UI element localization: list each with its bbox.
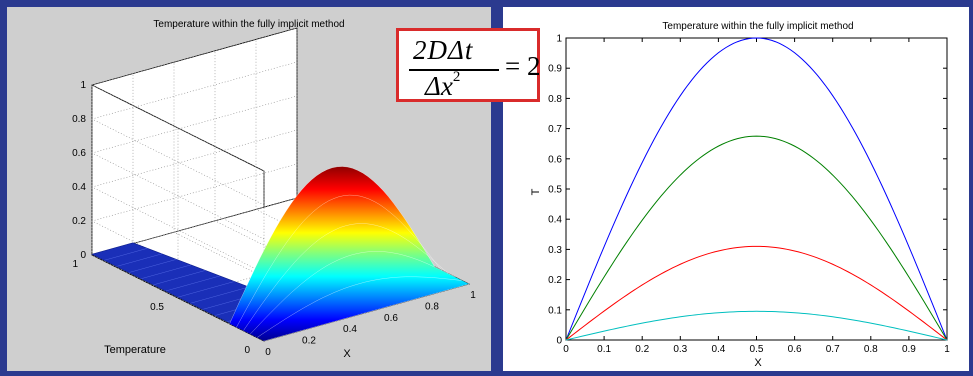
y-tick-label: 0.8 — [548, 94, 562, 105]
line-plot-axes — [565, 37, 948, 341]
x-tick-label: 0.4 — [343, 324, 357, 335]
formula-fraction-bar — [409, 69, 499, 71]
surface-sheet-mesh-line — [165, 275, 220, 292]
surface-mesh-curve — [256, 276, 463, 338]
x-tick-label: 0.5 — [750, 344, 764, 355]
x-tick-label: 0.2 — [635, 344, 649, 355]
z-grid-line — [91, 129, 298, 274]
x-tick-label: 0.9 — [902, 344, 916, 355]
x-tick-label: 0.7 — [826, 344, 840, 355]
surface-mesh-curve — [263, 283, 470, 342]
surface-x-axis-label: X — [343, 348, 351, 360]
surface-sheet-mesh-line — [190, 286, 249, 304]
surface-title: Temperature within the fully implicit me… — [153, 19, 344, 30]
x-tick-label: 0 — [265, 347, 271, 358]
z-tick-label: 1 — [80, 80, 86, 91]
formula-denominator-exponent: 2 — [452, 69, 461, 85]
x-tick-label: 0.4 — [711, 344, 725, 355]
formula-numerator: 2DΔt — [413, 35, 474, 65]
y-tick-label: 0.5 — [548, 185, 562, 196]
line-plot-x-axis-label: X — [754, 357, 762, 369]
surface-y-axis-label: Temperature — [104, 344, 166, 356]
line-plot-frame — [565, 37, 948, 341]
x-tick-label: 1 — [944, 344, 950, 355]
x-grid-line — [173, 62, 347, 319]
x-tick-label: 0 — [563, 344, 569, 355]
y-tick-label: 1 — [556, 34, 562, 45]
y-tick-label: 0 — [244, 345, 250, 356]
surface-mesh-curve — [236, 194, 442, 328]
series-line-3 — [565, 245, 948, 341]
x-tick-label: 0.3 — [673, 344, 687, 355]
x-grid-line — [214, 50, 388, 308]
x-tick-label: 0.8 — [864, 344, 878, 355]
line-plot-panel: 0 0.1 0.2 0.3 0.4 0.5 0.6 0.7 0.8 0.9 1 0 0.1 0.2 0.3 0… — [503, 7, 969, 371]
surface-sheet-mesh-line — [153, 270, 206, 286]
y-tick-label: 0.4 — [548, 215, 562, 226]
x-tick-label: 0.1 — [597, 344, 611, 355]
surface-mesh — [91, 166, 470, 342]
formula-rhs: = 2 — [505, 51, 541, 81]
z-tick-label: 0.6 — [72, 148, 86, 159]
y-tick-label: 0.9 — [548, 64, 562, 75]
formula-denominator-base: Δx — [425, 71, 453, 101]
line-plot: 0 0.1 0.2 0.3 0.4 0.5 0.6 0.7 0.8 0.9 1 0 0.1 0.2 0.3 0… — [530, 21, 950, 369]
y-tick-label: 0.7 — [548, 124, 562, 135]
x-grid-line — [91, 85, 265, 342]
y-tick-label: 1 — [72, 259, 78, 270]
series-line-4 — [565, 310, 948, 341]
x-tick-label: 1 — [470, 290, 476, 301]
surface-sheet-mesh-line — [128, 259, 177, 273]
x-tick-label: 0.6 — [788, 344, 802, 355]
y-tick-label: 0.5 — [150, 302, 164, 313]
z-tick-label: 0 — [80, 250, 86, 261]
x-tick-label: 0.2 — [302, 336, 316, 347]
surface-hump — [229, 166, 469, 341]
z-tick-label: 0.2 — [72, 216, 86, 227]
surface-sheet-mesh-line — [116, 253, 163, 267]
y-tick-label: 0.3 — [548, 245, 562, 256]
series-line-2 — [565, 135, 948, 341]
z-tick-label: 0.4 — [72, 182, 86, 193]
y-tick-label: 0.2 — [548, 275, 562, 286]
line-plot-series — [565, 37, 948, 341]
formula-annotation: 2DΔt Δx2 = 2 — [396, 28, 540, 102]
line-plot-title: Temperature within the fully implicit me… — [662, 21, 853, 32]
surface-mesh-curve — [243, 223, 449, 331]
surface-sheet-mesh-line — [104, 248, 148, 261]
line-plot-y-axis-label: T — [530, 188, 542, 195]
series-line-1 — [565, 37, 948, 341]
line-plot-tick-labels: 0 0.1 0.2 0.3 0.4 0.5 0.6 0.7 0.8 0.9 1 0 0.1 0.2 0.3 0… — [548, 34, 950, 356]
surface-sheet-mesh-line — [141, 264, 191, 279]
y-tick-label: 0 — [556, 336, 562, 347]
y-tick-label: 0.6 — [548, 154, 562, 165]
surface-mesh-curve — [229, 166, 435, 324]
formula-denominator: Δx2 — [425, 69, 461, 102]
surface-sheet-mesh-line — [177, 281, 235, 298]
z-tick-label: 0.8 — [72, 114, 86, 125]
x-tick-label: 0.6 — [384, 313, 398, 324]
x-tick-label: 0.8 — [425, 301, 439, 312]
surface-mesh-curve — [250, 251, 456, 335]
z-grid-line — [91, 27, 298, 172]
y-tick-label: 0.1 — [548, 305, 562, 316]
